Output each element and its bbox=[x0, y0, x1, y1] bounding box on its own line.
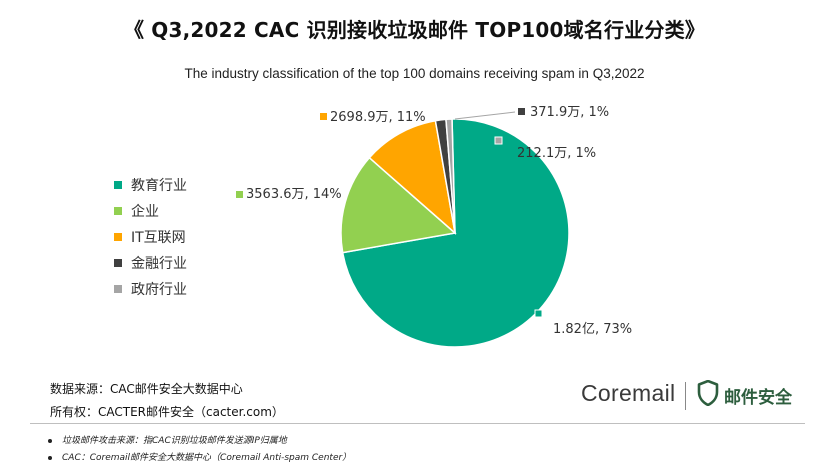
shield-icon bbox=[697, 380, 719, 406]
footer-divider bbox=[30, 423, 805, 424]
footnote-2: CAC：Coremail邮件安全大数据中心（Coremail Anti-spam… bbox=[48, 450, 351, 463]
data-label-3: 371.9万, 1% bbox=[530, 105, 609, 120]
ownership-text: 所有权：CACTER邮件安全（cacter.com） bbox=[50, 405, 284, 419]
legend-label-0: 教育行业 bbox=[131, 178, 187, 194]
legend-swatch-4 bbox=[114, 285, 122, 293]
legend-swatch-2 bbox=[114, 233, 122, 241]
legend-swatch-0 bbox=[114, 181, 122, 189]
chart-subtitle: The industry classification of the top 1… bbox=[184, 66, 645, 81]
coremail-logo-text: Coremail bbox=[581, 380, 676, 406]
legend-swatch-1 bbox=[114, 207, 122, 215]
data-label-swatch-3 bbox=[518, 108, 525, 115]
legend-label-4: 政府行业 bbox=[131, 282, 187, 298]
data-label-swatch-1 bbox=[236, 191, 243, 198]
legend-label-2: IT互联网 bbox=[131, 230, 186, 246]
footnote-1: 垃圾邮件攻击来源：指CAC识别垃圾邮件发送源IP归属地 bbox=[48, 433, 287, 446]
data-label-swatch-4 bbox=[494, 136, 503, 145]
pie-slice-1 bbox=[340, 156, 457, 254]
bullet-icon bbox=[48, 438, 52, 443]
leader-line-3 bbox=[454, 111, 516, 120]
data-source-text: 数据来源：CAC邮件安全大数据中心 bbox=[50, 382, 243, 396]
data-label-swatch-2 bbox=[320, 113, 327, 120]
legend-label-3: 金融行业 bbox=[131, 256, 187, 272]
legend-swatch-3 bbox=[114, 259, 122, 267]
brand-divider bbox=[685, 382, 686, 410]
footnote-1-text: 垃圾邮件攻击来源：指CAC识别垃圾邮件发送源IP归属地 bbox=[62, 436, 287, 446]
bullet-icon bbox=[48, 455, 52, 460]
chart-title: 《 Q3,2022 CAC 识别接收垃圾邮件 TOP100域名行业分类》 bbox=[123, 18, 706, 42]
data-label-0: 1.82亿, 73% bbox=[553, 322, 632, 337]
footnote-2-text: CAC：Coremail邮件安全大数据中心（Coremail Anti-spam… bbox=[62, 453, 352, 463]
data-label-swatch-0 bbox=[534, 309, 543, 318]
mail-security-brand-text: 邮件安全 bbox=[724, 388, 792, 408]
legend-label-1: 企业 bbox=[131, 203, 159, 220]
pie-slice-2 bbox=[368, 119, 457, 235]
data-label-4: 212.1万, 1% bbox=[517, 146, 596, 161]
data-label-1: 3563.6万, 14% bbox=[246, 187, 342, 202]
data-label-2: 2698.9万, 11% bbox=[330, 110, 426, 125]
pie-slice-4 bbox=[445, 118, 456, 234]
